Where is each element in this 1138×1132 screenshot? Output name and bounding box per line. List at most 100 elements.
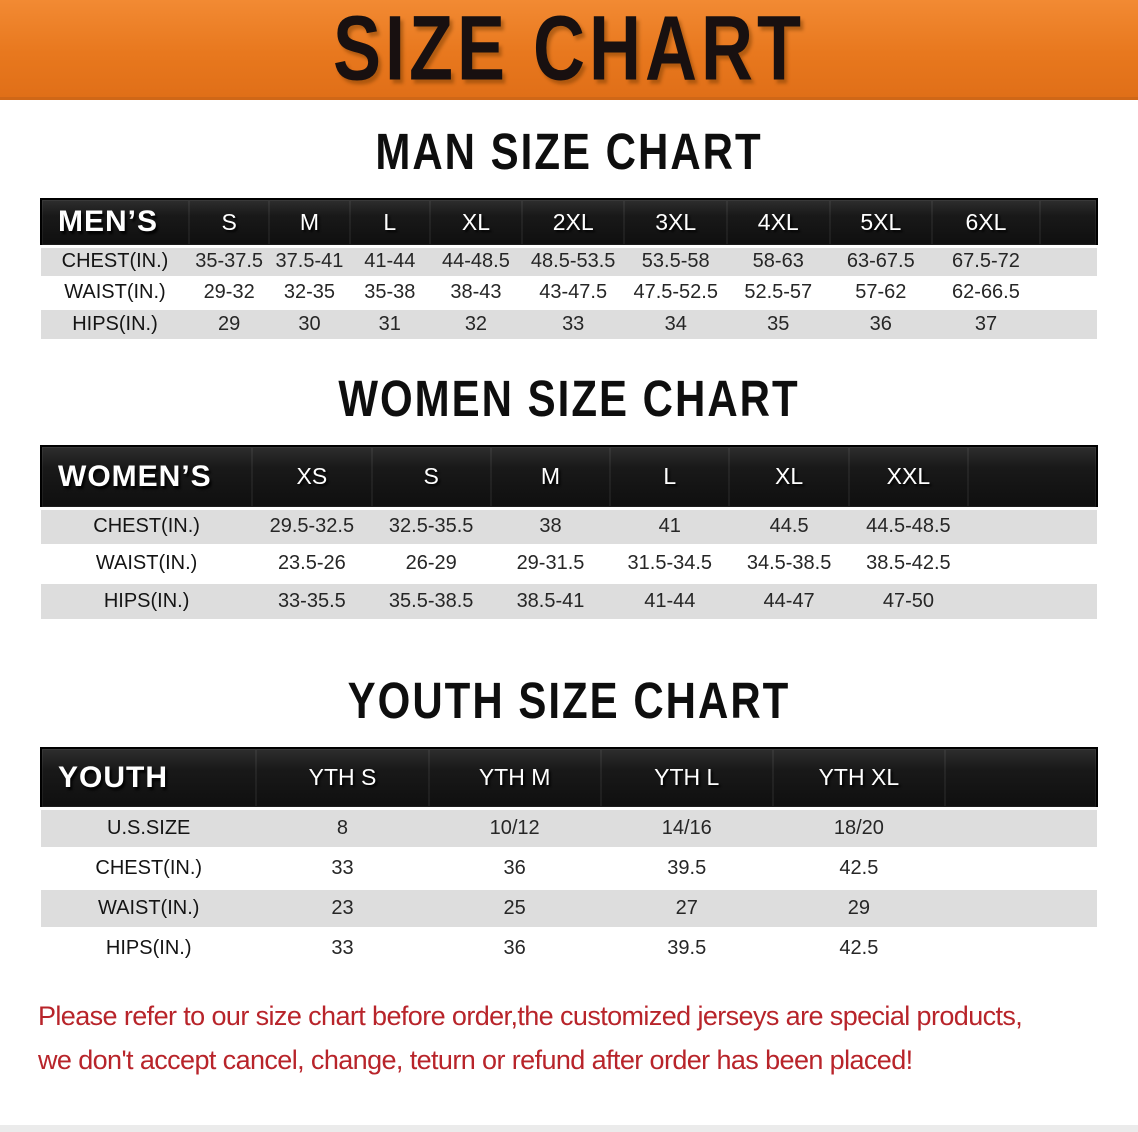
women-section-heading-text: WOMEN SIZE CHART (338, 369, 800, 428)
size-value-cell: 33 (256, 846, 429, 888)
youth-size-section: YOUTH SIZE CHART YOUTH YTH S YTH M YTH L YTH… (0, 672, 1138, 968)
table-row: CHEST(IN.) 33 36 39.5 42.5 (41, 846, 1097, 888)
notice-line-1: Please refer to our size chart before or… (38, 1001, 1023, 1031)
size-value-cell: 44-48.5 (429, 244, 522, 277)
size-value-cell: 44.5-48.5 (848, 506, 969, 545)
size-value-cell: 38.5-42.5 (848, 543, 969, 582)
size-value-cell: 10/12 (428, 806, 601, 848)
size-value-cell: 41 (610, 506, 730, 545)
table-title: MEN’S (40, 198, 189, 247)
row-spacer-cell (968, 543, 1097, 582)
size-value-cell: 31.5-34.5 (610, 543, 730, 582)
size-value-cell: 34.5-38.5 (729, 543, 849, 582)
size-column-header: 2XL (521, 198, 625, 247)
row-spacer-cell (944, 926, 1097, 968)
size-value-cell: 35 (726, 306, 830, 339)
header-spacer-cell (944, 747, 1099, 809)
row-spacer-cell (944, 886, 1097, 928)
table-title: YOUTH (39, 747, 257, 809)
row-label: WAIST(IN.) (41, 543, 253, 582)
size-value-cell: 47.5-52.5 (624, 275, 727, 308)
size-value-cell: 38-43 (429, 275, 522, 308)
size-value-cell: 62-66.5 (932, 275, 1040, 308)
men-section-heading-text: MAN SIZE CHART (375, 122, 763, 181)
size-value-cell: 14/16 (600, 806, 773, 848)
table-row: WAIST(IN.) 23.5-26 26-29 29-31.5 31.5-34.5 34… (41, 543, 1097, 582)
youth-section-heading-text: YOUTH SIZE CHART (347, 671, 791, 730)
size-value-cell: 48.5-53.5 (521, 244, 625, 277)
size-value-cell: 35.5-38.5 (371, 580, 491, 619)
size-value-cell: 23 (256, 886, 429, 928)
size-value-cell: 37 (932, 306, 1040, 339)
table-row: HIPS(IN.) 33 36 39.5 42.5 (41, 926, 1097, 968)
size-column-header: L (610, 445, 730, 509)
size-value-cell: 29-32 (188, 275, 270, 308)
size-column-header: 5XL (829, 198, 933, 247)
size-column-header: 3XL (624, 198, 727, 247)
size-value-cell: 36 (428, 926, 601, 968)
table-header-row: YOUTH YTH S YTH M YTH L YTH XL (39, 747, 1099, 809)
table-row: WAIST(IN.) 29-32 32-35 35-38 38-43 43-47.5 47.… (41, 275, 1097, 308)
size-column-header: XL (429, 198, 522, 247)
youth-section-heading: YOUTH SIZE CHART (0, 672, 1138, 729)
size-value-cell: 36 (829, 306, 933, 339)
table-header-row: MEN’S S M L XL 2XL 3XL 4XL 5XL 6XL (40, 198, 1099, 247)
size-value-cell: 41-44 (349, 244, 430, 277)
size-value-cell: 39.5 (600, 846, 773, 888)
size-value-cell: 63-67.5 (829, 244, 933, 277)
size-column-header: XS (252, 445, 372, 509)
women-size-section: WOMEN SIZE CHART WOMEN’S XS S M L XL XXL CHEST(… (0, 370, 1138, 619)
row-spacer-cell (968, 506, 1097, 545)
size-value-cell: 26-29 (371, 543, 491, 582)
women-section-heading: WOMEN SIZE CHART (0, 370, 1138, 427)
row-label: CHEST(IN.) (41, 506, 253, 545)
table-row: HIPS(IN.) 29 30 31 32 33 34 35 36 37 (41, 306, 1097, 339)
men-size-section: MAN SIZE CHART MEN’S S M L XL 2XL 3XL 4XL 5XL 6XL… (0, 123, 1138, 339)
men-section-heading: MAN SIZE CHART (0, 123, 1138, 180)
size-value-cell: 41-44 (610, 580, 730, 619)
size-value-cell: 32-35 (269, 275, 350, 308)
size-column-header: YTH XL (772, 747, 945, 809)
size-chart-content: MAN SIZE CHART MEN’S S M L XL 2XL 3XL 4XL 5XL 6XL… (0, 123, 1138, 968)
table-row: CHEST(IN.) 35-37.5 37.5-41 41-44 44-48.5 48.5… (41, 244, 1097, 277)
size-value-cell: 25 (428, 886, 601, 928)
size-value-cell: 33-35.5 (252, 580, 372, 619)
size-value-cell: 44-47 (729, 580, 849, 619)
size-value-cell: 32.5-35.5 (371, 506, 491, 545)
row-label: HIPS(IN.) (41, 926, 257, 968)
row-spacer-cell (944, 846, 1097, 888)
bottom-edge-strip (0, 1125, 1138, 1132)
row-label: HIPS(IN.) (41, 306, 189, 339)
size-value-cell: 29 (772, 886, 945, 928)
page-title: SIZE CHART (333, 0, 805, 100)
size-value-cell: 52.5-57 (726, 275, 830, 308)
row-label: WAIST(IN.) (41, 886, 257, 928)
size-column-header: 6XL (932, 198, 1040, 247)
table-row: CHEST(IN.) 29.5-32.5 32.5-35.5 38 41 44.5 44.5… (41, 506, 1097, 545)
size-value-cell: 38.5-41 (490, 580, 611, 619)
size-value-cell: 42.5 (772, 926, 945, 968)
size-value-cell: 42.5 (772, 846, 945, 888)
header-spacer-cell (968, 445, 1098, 509)
row-label: HIPS(IN.) (41, 580, 253, 619)
size-value-cell: 53.5-58 (624, 244, 727, 277)
row-spacer-cell (1039, 244, 1097, 277)
size-value-cell: 29.5-32.5 (252, 506, 372, 545)
size-value-cell: 31 (349, 306, 430, 339)
size-value-cell: 35-37.5 (188, 244, 270, 277)
size-value-cell: 33 (256, 926, 429, 968)
row-spacer-cell (944, 806, 1097, 848)
size-value-cell: 34 (624, 306, 727, 339)
size-value-cell: 43-47.5 (521, 275, 625, 308)
women-size-table: WOMEN’S XS S M L XL XXL CHEST(IN.) 29.5-32.5 32.5… (39, 445, 1098, 619)
size-value-cell: 57-62 (829, 275, 933, 308)
size-value-cell: 8 (256, 806, 429, 848)
row-spacer-cell (1039, 275, 1097, 308)
size-value-cell: 39.5 (600, 926, 773, 968)
order-policy-notice: Please refer to our size chart before or… (0, 994, 1138, 1082)
size-value-cell: 47-50 (848, 580, 969, 619)
size-column-header: YTH S (256, 747, 429, 809)
size-column-header: M (269, 198, 350, 247)
banner: SIZE CHART (0, 0, 1138, 100)
